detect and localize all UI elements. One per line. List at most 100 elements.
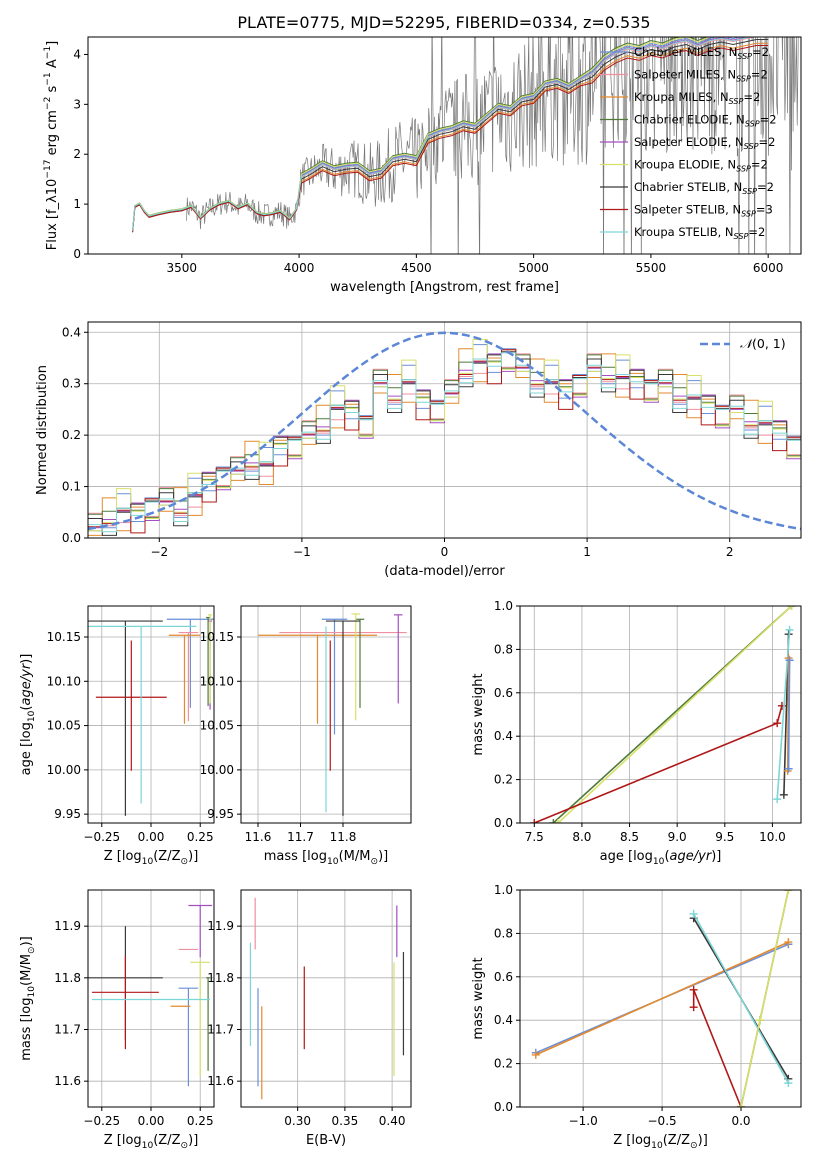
mass-weight-series-chabrier-miles [784, 656, 794, 773]
mass-weight-series-chabrier-stelib [779, 630, 793, 799]
legend-entry: Salpeter ELODIE, NSSP=2 [634, 135, 775, 151]
y-axis-label: mass [log10(M/M⊙)] [19, 936, 37, 1060]
x-axis-label: Z [log10(Z/Z⊙)] [104, 849, 199, 867]
x-tick-label: 8.5 [620, 830, 639, 844]
x-axis-label: mass [log10(M/M⊙)] [264, 849, 388, 867]
residuals-panel: −2 −1 0 1 2 0.0 0.1 0.2 0.3 0.4 (data-model)/error… [35, 321, 802, 579]
y-tick-label: 0.4 [62, 325, 81, 339]
y-tick-label: 11.9 [54, 919, 81, 933]
y-tick-label: 0.2 [494, 1057, 513, 1071]
y-tick-label: 0.6 [494, 970, 513, 984]
y-tick-label: 9.95 [54, 807, 81, 821]
y-tick-label: 2 [73, 147, 81, 161]
mass-weight-marker [554, 819, 563, 823]
legend-entry: Salpeter MILES, NSSP=2 [634, 68, 768, 84]
model-spectrum-salpeter-stelib [132, 45, 769, 233]
mass-weight-marker [773, 795, 782, 804]
x-tick-label: 5500 [636, 261, 667, 275]
legend-entry: Kroupa ELODIE, NSSP=2 [634, 158, 768, 174]
x-axis-label: wavelength [Angstrom, rest frame] [330, 280, 559, 295]
x-tick-label: 10.0 [759, 830, 786, 844]
age_vs_Z-plot-area [88, 614, 214, 816]
y-tick-label: 0.2 [494, 773, 513, 787]
y-tick-label: 11.9 [207, 919, 234, 933]
legend-entry: Chabrier ELODIE, NSSP=2 [634, 113, 777, 129]
mass-weight-marker [689, 985, 698, 994]
x-tick-label: 0.00 [138, 1114, 165, 1128]
y-tick-label: 10.15 [47, 630, 81, 644]
x-tick-label: 9.5 [715, 830, 734, 844]
mass-weight-series-kroupa-elodie [737, 890, 793, 1107]
errorbar-salpeter-elodie [394, 614, 403, 704]
mass-weight-marker [785, 625, 794, 634]
y-tick-label: 3 [73, 97, 81, 111]
y-tick-label: 11.6 [207, 1074, 234, 1088]
y-tick-label: 4 [73, 47, 81, 61]
mass-weight-line [557, 606, 793, 823]
y-tick-label: 10.00 [47, 763, 81, 777]
mass-weight-series-salpeter-stelib [530, 701, 786, 823]
y-tick-label: 10.00 [200, 763, 234, 777]
x-tick-label: −0.25 [83, 1114, 120, 1128]
y-axis-label: Normed distribution [35, 365, 50, 495]
massweight_vs_age-panel: 7.5 8.0 8.5 9.0 9.5 10.0 0.0 0.2 0.4 0.6 0.8 1.0 age… [471, 599, 802, 867]
x-axis-label: (data-model)/error [384, 564, 505, 579]
mass-weight-series-salpeter-stelib [689, 985, 746, 1107]
y-tick-label: 10.15 [200, 630, 234, 644]
errorbar-chabrier-elodie [206, 977, 211, 1071]
y-tick-label: 11.7 [54, 1023, 81, 1037]
x-tick-label: 6000 [753, 261, 784, 275]
errorbar-chabrier-miles [178, 987, 199, 1087]
x-tick-label: 8.0 [572, 830, 591, 844]
y-tick-label: 0.6 [494, 686, 513, 700]
mass-weight-marker [779, 790, 788, 799]
y-tick-label: 11.8 [54, 971, 81, 985]
axes-frame [240, 605, 412, 824]
normal-distribution-curve [88, 331, 801, 531]
y-tick-label: 0.1 [62, 480, 81, 494]
legend-entry: Chabrier MILES, NSSP=2 [634, 45, 769, 61]
age_vs_mass-plot-area [258, 613, 407, 816]
x-tick-label: 0.35 [332, 1114, 359, 1128]
errorbar-chabrier-elodie [355, 618, 365, 708]
axes-frame [87, 36, 802, 255]
y-tick-label: 11.7 [207, 1023, 234, 1037]
mass-weight-line [787, 660, 791, 769]
errorbar-salpeter-miles [178, 631, 199, 722]
x-tick-label: 3500 [167, 261, 198, 275]
errorbar-kroupa-miles [258, 634, 377, 724]
mass-weight-marker [755, 1016, 764, 1025]
errorbar-kroupa-elodie [190, 961, 211, 1076]
axes-frame [240, 889, 412, 1108]
legend-entry: Chabrier STELIB, NSSP=2 [634, 180, 774, 196]
mass-weight-line [692, 989, 742, 1107]
errorbar-chabrier-miles [321, 618, 348, 735]
y-tick-label: 1 [73, 197, 81, 211]
mass-weight-marker [689, 1003, 698, 1012]
mass-weight-marker [689, 909, 698, 918]
y-tick-label: 10.05 [47, 719, 81, 733]
mass-weight-series-kroupa-miles [531, 938, 793, 1059]
errorbar-chabrier-miles [166, 618, 214, 708]
y-tick-label: 0.4 [494, 729, 513, 743]
y-tick-label: 11.6 [54, 1074, 81, 1088]
x-tick-label: −0.5 [648, 1114, 677, 1128]
y-tick-label: 0.8 [494, 642, 513, 656]
mass-weight-marker [785, 656, 794, 665]
x-tick-label: −1.0 [569, 1114, 598, 1128]
y-tick-label: 11.8 [207, 971, 234, 985]
x-tick-label: −2 [150, 545, 168, 559]
mass-weight-series-kroupa-elodie [554, 606, 796, 823]
mass-weight-line [693, 913, 790, 1084]
mass-weight-marker [784, 1079, 793, 1088]
y-tick-label: 0.0 [494, 1100, 513, 1114]
x-tick-label: −1 [293, 545, 311, 559]
y-tick-label: 0.0 [62, 531, 81, 545]
mass-weight-marker [773, 719, 782, 728]
mass-weight-marker [531, 1050, 540, 1059]
errorbar-salpeter-stelib [91, 956, 159, 1050]
figure-title: PLATE=0775, MJD=52295, FIBERID=0334, z=0… [237, 13, 650, 32]
x-tick-label: 0.30 [284, 1114, 311, 1128]
mass-weight-series-kroupa-stelib [773, 625, 794, 804]
